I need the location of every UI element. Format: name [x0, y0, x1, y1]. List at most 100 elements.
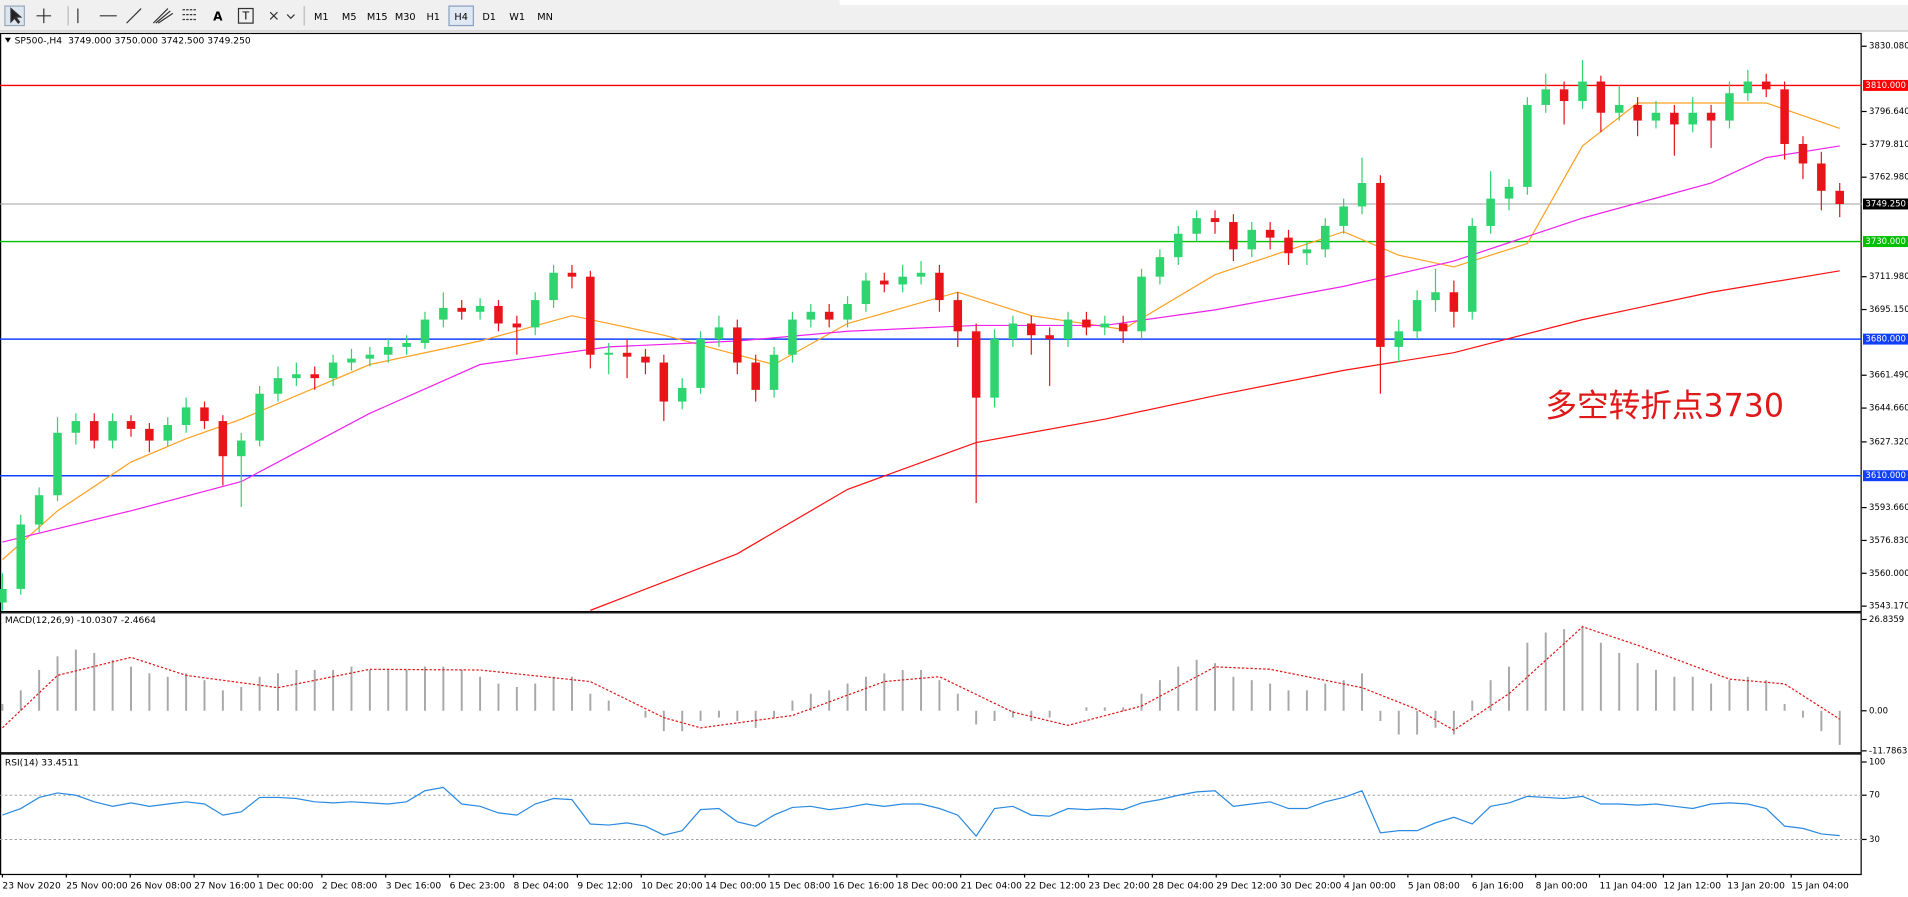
y-tick-label: 26.8359 [1869, 615, 1904, 625]
candle-body [71, 421, 81, 433]
candle-body [1376, 183, 1385, 347]
symbol-marker [4, 37, 11, 43]
candle-body [1835, 190, 1844, 204]
y-tick-label: 3576.830 [1869, 536, 1908, 546]
candle-body [1798, 143, 1808, 164]
candle-body [604, 352, 613, 355]
x-tick-label: 5 Jan 08:00 [1408, 882, 1460, 892]
timeframe-button[interactable]: M5 [342, 12, 357, 23]
timeframe-button[interactable]: MN [537, 12, 553, 23]
trendline-icon[interactable] [126, 8, 142, 24]
candle-body [751, 362, 760, 390]
moving-average [590, 270, 1840, 611]
timeframe-button[interactable]: D1 [482, 12, 496, 23]
candle-body [1008, 323, 1018, 340]
macd-title: MACD(12,26,9) -10.0307 -2.4664 [5, 616, 156, 626]
level-label: 3730.000 [1865, 237, 1906, 247]
candle-body [0, 588, 7, 603]
fibo-icon[interactable] [182, 9, 198, 21]
timeframe-button[interactable]: M1 [314, 12, 329, 23]
candle-body [1265, 229, 1275, 238]
candle-body [494, 305, 503, 324]
x-tick-label: 25 Nov 00:00 [66, 882, 128, 892]
candle-body [475, 305, 485, 312]
candle-body [1192, 218, 1201, 234]
candle-body [1541, 89, 1550, 105]
candle-body [420, 319, 430, 344]
label-tool[interactable]: T [241, 9, 249, 22]
candle-body [567, 272, 577, 277]
x-tick-label: 13 Jan 20:00 [1727, 882, 1785, 892]
chart-title: SP500-,H4 [15, 36, 63, 46]
candle-body [1082, 319, 1091, 328]
x-tick-label: 23 Nov 2020 [2, 882, 61, 892]
candle-body [236, 440, 246, 457]
candle-body [1504, 186, 1514, 199]
candle-body [1449, 292, 1459, 312]
text-tool[interactable]: A [213, 10, 223, 24]
timeframe-button[interactable]: M30 [395, 12, 416, 23]
candle-body [916, 272, 926, 277]
x-tick-label: 4 Jan 00:00 [1344, 882, 1396, 892]
timeframe-button[interactable]: H1 [426, 12, 439, 23]
y-tick-label: 3796.640 [1869, 107, 1908, 117]
candle-body [1431, 292, 1440, 301]
level-badge [1862, 470, 1908, 482]
level-badge [1862, 236, 1908, 248]
candle-body [16, 524, 26, 589]
candle-body [1118, 323, 1128, 332]
level-badge [1862, 333, 1908, 345]
candle-body [108, 421, 117, 441]
y-tick-label: 3711.980 [1869, 272, 1908, 282]
timeframe-button[interactable]: M15 [367, 12, 388, 23]
candle-body [1321, 225, 1330, 250]
candle-body [696, 339, 705, 388]
crosshair-icon[interactable] [36, 8, 52, 24]
candle-body [1155, 257, 1165, 277]
candle-body [1412, 300, 1422, 332]
x-tick-label: 2 Dec 08:00 [322, 882, 378, 892]
candle-body [457, 307, 466, 312]
candle-body [1651, 112, 1661, 121]
candle-body [861, 280, 871, 304]
x-tick-label: 6 Dec 23:00 [450, 882, 506, 892]
cursor-icon[interactable] [10, 7, 23, 25]
candle-body [935, 272, 944, 301]
candle-body [1247, 229, 1257, 250]
candle-body [255, 393, 264, 441]
candle-body [1027, 323, 1036, 336]
x-tick-label: 16 Dec 16:00 [833, 882, 894, 892]
candle-body [971, 331, 981, 398]
candle-body [1743, 81, 1753, 94]
label-box[interactable] [237, 7, 254, 24]
candle-body [292, 374, 301, 379]
candle-body [1670, 112, 1679, 125]
quote: 3749.000 3750.000 3742.500 3749.250 [68, 36, 251, 46]
candle-body [328, 362, 338, 379]
channel-icon[interactable] [152, 8, 174, 24]
price-badge [1862, 198, 1908, 210]
candle-body [1357, 183, 1367, 207]
level-badge [1862, 79, 1908, 91]
timeframe-button[interactable]: W1 [509, 12, 525, 23]
candle-body [181, 407, 191, 425]
x-tick-label: 8 Jan 00:00 [1536, 882, 1588, 892]
candle-body [1633, 104, 1642, 121]
candle-body [1394, 331, 1404, 347]
x-tick-label: 22 Dec 12:00 [1025, 882, 1086, 892]
x-tick-label: 18 Dec 00:00 [897, 882, 958, 892]
candle-body [898, 276, 907, 285]
timeframe-button[interactable]: H4 [454, 12, 467, 23]
candle-body [402, 343, 411, 347]
shapes-icon[interactable] [269, 11, 295, 20]
candle-body [586, 276, 595, 355]
candle-body [89, 421, 99, 441]
candle-body [145, 428, 154, 441]
x-tick-label: 15 Jan 04:00 [1791, 882, 1849, 892]
x-tick-label: 12 Jan 12:00 [1663, 882, 1721, 892]
candle-body [1559, 89, 1569, 102]
y-tick-label: 70 [1869, 791, 1880, 801]
x-tick-label: 28 Dec 04:00 [1152, 882, 1213, 892]
x-tick-label: 23 Dec 20:00 [1088, 882, 1149, 892]
candle-body [200, 407, 209, 422]
